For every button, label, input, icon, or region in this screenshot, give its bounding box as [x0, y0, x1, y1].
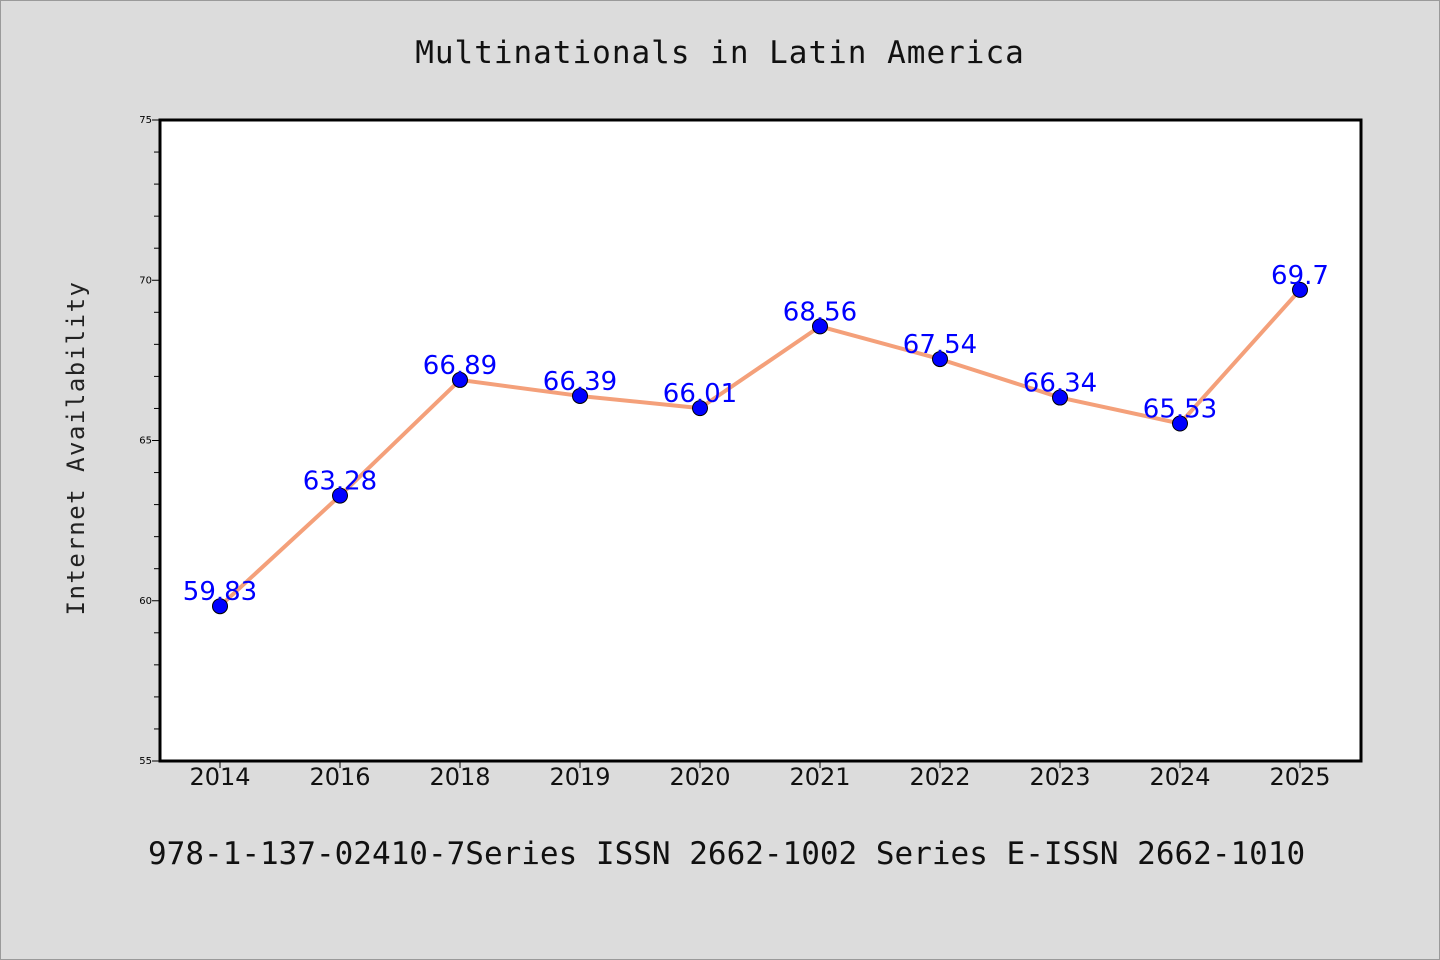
data-point-marker: [1172, 415, 1188, 432]
data-point-marker: [452, 371, 468, 388]
x-tick-label: 2021: [789, 763, 850, 791]
x-tick-label: 2024: [1149, 763, 1210, 791]
data-point-marker: [812, 318, 828, 335]
x-tick-label: 2016: [309, 763, 370, 791]
y-axis: 55 60 65 70 75: [139, 115, 160, 767]
y-tick-label: 55: [139, 756, 152, 767]
data-label: 68.56: [783, 297, 857, 327]
x-tick-label: 2023: [1029, 763, 1090, 791]
data-point-marker: [572, 387, 588, 404]
data-point-marker: [212, 598, 228, 615]
data-label: 63.28: [303, 467, 377, 497]
data-point-marker: [932, 351, 948, 368]
x-axis: 2014 2016 2018 2019 2020 2021 2022 2023 2024 2025: [189, 761, 1331, 791]
y-tick-label: 75: [139, 115, 152, 126]
y-tick-label: 65: [139, 436, 152, 447]
plot-area: [158, 118, 1363, 763]
x-tick-label: 2025: [1269, 763, 1330, 791]
x-tick-label: 2018: [429, 763, 490, 791]
y-axis-label: Internet Availability: [62, 281, 90, 616]
footer-isbn-text: 978-1-137-02410-7Series ISSN 2662-1002 S…: [148, 836, 1305, 872]
data-label-layer: 59.83 63.28 66.89 66.39 66.01 68.56 67.54 66.34…: [183, 261, 1329, 607]
x-tick-label: 2019: [549, 763, 610, 791]
data-point-marker: [1052, 389, 1068, 406]
x-tick-label: 2014: [189, 763, 250, 791]
data-label: 66.01: [663, 379, 737, 409]
data-label: 69.7: [1271, 261, 1329, 291]
chart-title: Multinationals in Latin America: [415, 35, 1025, 71]
series-line: [218, 287, 1302, 609]
data-label: 65.53: [1143, 395, 1217, 425]
data-point-marker: [1292, 281, 1308, 298]
x-tick-label: 2020: [669, 763, 730, 791]
data-label: 59.83: [183, 577, 257, 607]
data-label: 66.89: [423, 351, 497, 381]
x-tick-label: 2022: [909, 763, 970, 791]
data-label: 66.34: [1023, 369, 1097, 399]
data-point-marker: [332, 487, 348, 504]
data-point-marker: [692, 400, 708, 417]
y-tick-label: 70: [139, 275, 152, 286]
data-label: 66.39: [543, 367, 617, 397]
data-label: 67.54: [903, 330, 977, 360]
series-layer: [212, 281, 1308, 615]
y-tick-label: 60: [139, 596, 152, 607]
